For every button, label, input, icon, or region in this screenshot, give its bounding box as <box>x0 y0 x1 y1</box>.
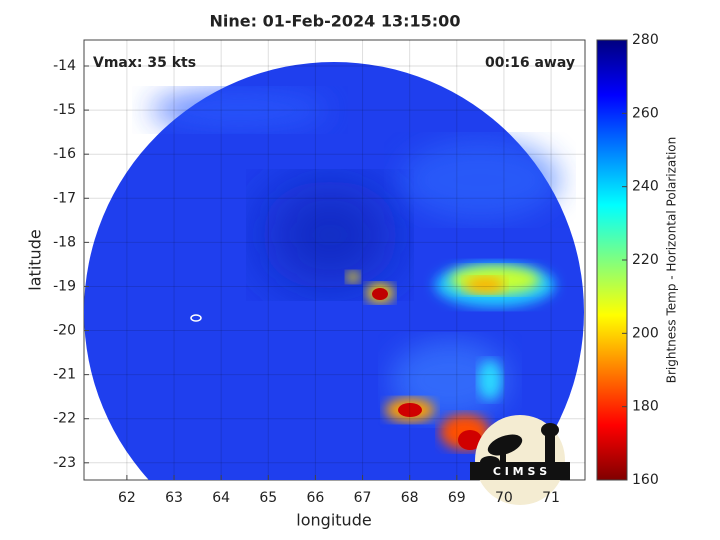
x-tick-label: 63 <box>165 490 183 506</box>
y-tick-label: -14 <box>53 58 76 74</box>
colorbar-label: Brightness Temp - Horizontal Polarizatio… <box>665 137 679 384</box>
y-tick-label: -21 <box>53 367 76 383</box>
y-tick-label: -16 <box>53 146 76 162</box>
colorbar-tick-label: 200 <box>632 325 659 341</box>
colorbar-tick-label: 260 <box>632 105 659 121</box>
x-tick-label: 62 <box>118 490 136 506</box>
colorbar-tick-label: 240 <box>632 179 659 195</box>
x-tick-label: 70 <box>495 490 513 506</box>
x-tick-label: 68 <box>401 490 419 506</box>
logo-text: C I M S S <box>493 465 547 478</box>
x-tick-label: 65 <box>259 490 277 506</box>
x-tick-label: 64 <box>212 490 230 506</box>
y-axis-label: latitude <box>26 229 45 290</box>
y-tick-label: -19 <box>53 278 76 294</box>
y-tick-label: -18 <box>53 234 76 250</box>
x-axis-label: longitude <box>296 511 371 530</box>
vmax-label: Vmax: 35 kts <box>93 55 196 71</box>
x-tick-label: 67 <box>354 490 372 506</box>
y-tick-label: -17 <box>53 190 76 206</box>
colorbar-tick-label: 180 <box>632 399 659 415</box>
y-tick-label: -22 <box>53 411 76 427</box>
satellite-image <box>84 62 584 480</box>
grid <box>84 40 585 480</box>
colorbar-tick-label: 220 <box>632 252 659 268</box>
time-away-label: 00:16 away <box>485 55 575 71</box>
title: Nine: 01-Feb-2024 13:15:00 <box>210 12 461 31</box>
y-tick-label: -20 <box>53 323 76 339</box>
colorbar-tick-label: 280 <box>632 32 659 48</box>
colorbar-tick-label: 160 <box>632 472 659 488</box>
y-tick-label: -15 <box>53 102 76 118</box>
x-tick-label: 71 <box>542 490 560 506</box>
x-tick-label: 69 <box>448 490 466 506</box>
cimss-logo: C I M S S <box>470 415 570 505</box>
x-tick-label: 66 <box>306 490 324 506</box>
y-tick-label: -23 <box>53 455 76 471</box>
